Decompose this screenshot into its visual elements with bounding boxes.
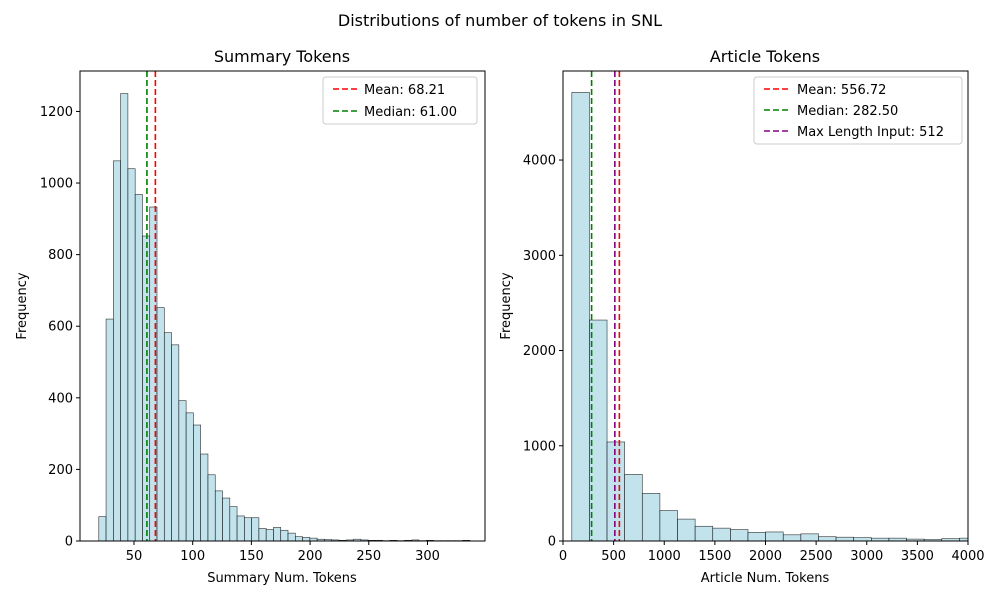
- summary-y-tick-label-2: 400: [48, 391, 73, 406]
- article-bar-12: [782, 534, 802, 542]
- article-legend: Mean: 556.72 Median: 282.50 Max Length I…: [753, 76, 963, 145]
- summary-bar-14: [200, 453, 209, 542]
- summary-bar-6: [142, 235, 151, 542]
- summary-legend-box: [322, 76, 478, 125]
- figure-title: Distributions of number of tokens in SNL: [338, 11, 662, 30]
- article-y-ticks: 0 1000 2000 3000 4000: [523, 154, 563, 550]
- article-legend-median-label: Median: 282.50: [797, 104, 898, 119]
- article-x-tick-label-7: 3500: [901, 549, 934, 564]
- article-legend-mean-label: Mean: 556.72: [797, 83, 886, 98]
- summary-legend: Mean: 68.21 Median: 61.00: [322, 76, 478, 125]
- summary-bar-15: [207, 474, 216, 542]
- summary-bar-10: [171, 344, 180, 542]
- article-x-tick-label-5: 2500: [800, 549, 833, 564]
- article-y-tick-label-0: 0: [548, 535, 556, 550]
- summary-legend-mean-label: Mean: 68.21: [364, 83, 445, 98]
- summary-bar-25: [280, 529, 289, 542]
- article-bar-8: [712, 527, 731, 542]
- summary-bar-21: [251, 517, 260, 542]
- article-legend-box: [753, 76, 963, 145]
- summary-x-tick-label-3: 200: [298, 549, 323, 564]
- summary-bar-9: [163, 332, 172, 542]
- summary-bar-17: [222, 497, 231, 542]
- summary-y-tick-label-1: 200: [48, 463, 73, 478]
- summary-bar-16: [214, 490, 223, 542]
- article-x-tick-label-4: 2000: [749, 549, 782, 564]
- article-bar-15: [835, 536, 854, 542]
- summary-x-axis-label: Summary Num. Tokens: [207, 571, 357, 586]
- summary-reference-lines: [146, 71, 157, 541]
- summary-bar-3: [120, 93, 129, 542]
- summary-chart-title: Summary Tokens: [214, 47, 350, 66]
- article-bar-5: [659, 510, 678, 542]
- summary-bar-23: [265, 529, 274, 542]
- summary-y-tick-label-3: 600: [48, 320, 73, 335]
- article-bar-14: [818, 536, 837, 542]
- article-reference-lines: [590, 71, 621, 541]
- article-bar-9: [730, 529, 749, 542]
- article-tokens-chart: Article Tokens 0 500 1000 1500 2000 2500 3000 3…: [499, 47, 985, 586]
- article-bar-7: [694, 525, 714, 542]
- summary-bar-27: [294, 536, 303, 542]
- article-bars: [571, 92, 969, 542]
- summary-bar-28: [302, 537, 311, 542]
- summary-bar-8: [156, 307, 165, 542]
- article-bar-0: [571, 92, 590, 542]
- article-legend-max-input-label: Max Length Input: 512: [797, 125, 944, 140]
- article-bar-6: [677, 518, 696, 542]
- summary-y-tick-label-5: 1000: [40, 177, 73, 192]
- summary-bar-1: [105, 318, 114, 542]
- article-x-axis-label: Article Num. Tokens: [701, 571, 830, 586]
- summary-x-tick-label-5: 300: [415, 549, 440, 564]
- summary-y-tick-label-0: 0: [65, 535, 73, 550]
- article-x-tick-label-6: 3000: [850, 549, 883, 564]
- article-x-tick-label-1: 500: [601, 549, 626, 564]
- summary-bar-26: [287, 532, 296, 542]
- summary-y-ticks: 0 200 400 600 800 1000 1200: [40, 105, 80, 550]
- summary-bar-22: [258, 528, 267, 542]
- article-y-axis-label: Frequency: [499, 272, 514, 339]
- summary-bar-11: [178, 400, 187, 542]
- summary-y-tick-label-6: 1200: [40, 105, 73, 120]
- article-x-ticks: 0 500 1000 1500 2000 2500 3000 3500 4000: [559, 541, 985, 564]
- article-chart-title: Article Tokens: [710, 47, 820, 66]
- summary-x-ticks: 50 100 150 200 250 300: [126, 541, 440, 564]
- summary-x-tick-label-2: 150: [239, 549, 264, 564]
- summary-x-tick-label-0: 50: [126, 549, 143, 564]
- article-x-tick-label-0: 0: [559, 549, 567, 564]
- article-bar-11: [765, 531, 784, 542]
- summary-plot-frame: [79, 70, 486, 542]
- summary-tokens-chart: Summary Tokens 50 100 150 200 250 300 0 200 400…: [15, 47, 486, 586]
- article-bar-13: [800, 533, 819, 542]
- summary-bar-12: [185, 412, 194, 542]
- article-x-tick-label-2: 1000: [648, 549, 681, 564]
- article-y-tick-label-1: 1000: [523, 439, 556, 454]
- summary-bar-18: [229, 506, 238, 542]
- article-y-tick-label-3: 3000: [523, 249, 556, 264]
- article-bar-2: [606, 441, 625, 542]
- article-bar-10: [747, 532, 766, 542]
- summary-bar-20: [244, 517, 252, 542]
- article-x-tick-label-3: 1500: [698, 549, 731, 564]
- summary-x-tick-label-1: 100: [180, 549, 205, 564]
- article-bar-3: [624, 474, 643, 542]
- summary-x-tick-label-4: 250: [356, 549, 381, 564]
- article-y-tick-label-2: 2000: [523, 344, 556, 359]
- summary-y-tick-label-4: 800: [48, 248, 73, 263]
- summary-y-axis-label: Frequency: [15, 272, 30, 339]
- summary-bars: [98, 93, 471, 542]
- summary-bar-2: [113, 160, 121, 542]
- summary-bar-19: [236, 515, 245, 542]
- article-y-tick-label-4: 4000: [523, 154, 556, 169]
- article-x-tick-label-8: 4000: [951, 549, 984, 564]
- summary-bar-4: [127, 168, 136, 542]
- summary-legend-median-label: Median: 61.00: [364, 105, 457, 120]
- summary-bar-24: [273, 527, 282, 542]
- article-bar-4: [641, 493, 661, 542]
- summary-bar-0: [98, 516, 107, 542]
- summary-bar-13: [193, 424, 201, 542]
- summary-bar-5: [134, 194, 143, 542]
